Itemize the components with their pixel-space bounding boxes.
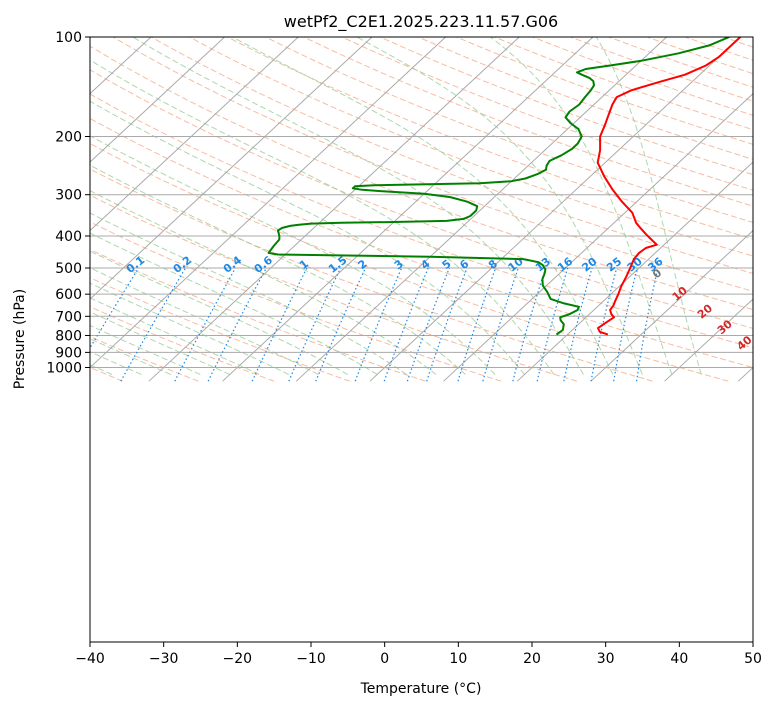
isotherm-line	[369, 37, 742, 382]
isotherms	[90, 37, 753, 382]
x-tick-label: −40	[75, 651, 105, 667]
moist-adiabat-line	[90, 338, 172, 375]
dry-adiabat-line	[302, 37, 753, 207]
dry-adiabat-line	[90, 336, 199, 382]
dry-adiabat-line	[150, 37, 753, 274]
y-tick-label: 300	[55, 188, 82, 204]
y-tick-label: 100	[55, 30, 82, 46]
mixing-ratio-line	[590, 267, 618, 382]
moist-adiabat-line	[90, 297, 260, 375]
y-tick-label: 500	[55, 261, 82, 277]
x-tick-label: 10	[449, 651, 467, 667]
isotherm-line	[148, 37, 521, 382]
moist-adiabat-line	[90, 250, 348, 375]
moist-adiabat-line	[90, 190, 437, 375]
y-tick-label: 800	[55, 328, 82, 344]
mixing-ratio-line	[406, 267, 450, 382]
dry-adiabats	[90, 37, 753, 382]
dry-adiabat-line	[90, 168, 653, 382]
mixing-ratio-line	[613, 267, 638, 382]
dry-adiabat-line	[90, 142, 729, 382]
x-tick-label: 50	[744, 651, 762, 667]
isotherm-line	[443, 92, 753, 382]
dry-adiabat-line	[90, 306, 275, 382]
y-tick-label: 700	[55, 309, 82, 325]
x-tick-label: −20	[223, 651, 253, 667]
isotherm-line	[664, 298, 753, 382]
isotherm-line	[590, 229, 753, 382]
moist-adiabat-line	[595, 37, 702, 375]
mixing-ratio-line	[636, 267, 659, 382]
x-tick-label: −30	[149, 651, 179, 667]
isotherm-line	[90, 37, 152, 95]
dewpoint-profile-line	[267, 37, 730, 336]
dry-adiabat-line	[90, 194, 578, 382]
mixing-ratio-lines	[90, 267, 659, 382]
moist-adiabat-line	[90, 311, 231, 375]
dry-adiabat-line	[226, 37, 753, 240]
plot-frame	[89, 36, 754, 643]
y-tick-label: 400	[55, 229, 82, 245]
mixing-ratio-line	[383, 267, 429, 382]
moist-adiabat-line	[490, 37, 673, 375]
mixing-ratio-line	[251, 267, 308, 382]
y-tick-label: 900	[55, 345, 82, 361]
isotherm-line	[90, 37, 373, 300]
mixing-ratio-line	[90, 267, 140, 350]
y-tick-label: 600	[55, 287, 82, 303]
x-axis: −40 −30 −20 −10 0 10 20 30 40 50	[75, 642, 762, 667]
y-tick-label: 1000	[46, 361, 82, 377]
x-tick-label: 0	[380, 651, 389, 667]
dry-adiabat-line	[90, 45, 753, 311]
x-tick-label: 30	[597, 651, 615, 667]
isotherm-line	[90, 37, 447, 369]
y-tick-label: 200	[55, 129, 82, 145]
dry-adiabat-line	[90, 248, 426, 382]
moist-adiabat-line	[90, 232, 378, 375]
chart-title: wetPf2_C2E1.2025.223.11.57.G06	[284, 12, 558, 32]
profiles	[267, 37, 741, 336]
x-axis-label: Temperature (°C)	[360, 681, 482, 697]
dry-adiabat-line	[112, 37, 753, 292]
dry-adiabat-line	[90, 221, 502, 382]
dry-adiabat-line	[90, 69, 753, 329]
moist-adiabat-line	[90, 59, 555, 375]
y-axis-label: Pressure (hPa)	[12, 289, 28, 389]
mixing-ratio-line	[426, 267, 468, 382]
isotherm-line	[90, 37, 300, 232]
isobars	[90, 37, 753, 368]
moist-adiabat-label: 40	[734, 333, 754, 353]
isotherm-line	[90, 37, 226, 163]
isotherm-line	[516, 161, 753, 382]
moist-adiabat-line	[90, 282, 289, 375]
dry-adiabat-line	[264, 37, 753, 223]
mixing-ratio-line	[120, 267, 186, 382]
moist-adiabat-line	[90, 324, 201, 375]
moist-adiabat-line	[90, 100, 525, 375]
moist-adiabat-line	[90, 135, 496, 375]
dry-adiabat-line	[90, 93, 753, 349]
dry-adiabat-line	[90, 117, 753, 369]
x-tick-label: 20	[523, 651, 541, 667]
mixing-ratio-line	[563, 267, 593, 382]
moist-adiabat-line	[132, 37, 584, 375]
temperature-profile-line	[596, 37, 741, 336]
mixing-ratio-line	[354, 267, 403, 382]
plot-area: 0.10.20.40.611.523456810131620253036-100…	[90, 37, 754, 642]
isotherm-line	[295, 37, 668, 382]
moist-adiabat-line	[90, 164, 466, 375]
isotherm-line	[222, 37, 594, 382]
x-tick-label: −10	[296, 651, 326, 667]
x-tick-label: 40	[670, 651, 688, 667]
